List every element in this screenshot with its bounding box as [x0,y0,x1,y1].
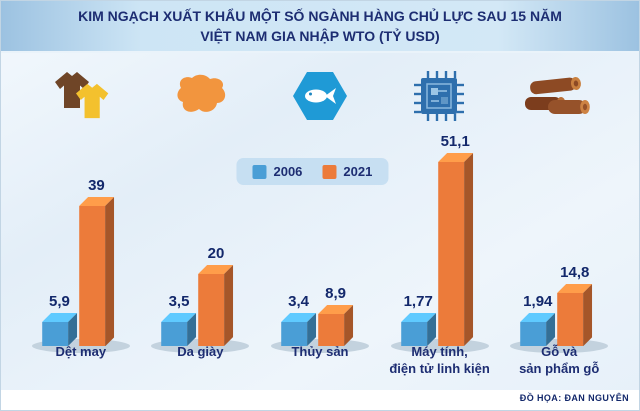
value-label: 51,1 [440,133,470,151]
bar-wrap: 3,4 [281,293,317,346]
credit-text: ĐỒ HỌA: ĐAN NGUYÊN [519,393,629,403]
chart: 5,9 39 Dệt may 3,5 20 Da giày 3,4 8,9 Thủy sản 1,… [21,119,619,386]
bars: 3,5 20 [161,245,234,346]
bar-group: 5,9 39 Dệt may [21,119,141,386]
bar-group: 1,94 14,8 Gỗ và sản phẩm gỗ [499,119,619,386]
bar-wrap: 14,8 [557,263,593,346]
value-label: 14,8 [560,263,590,281]
bar-wrap: 1,77 [400,293,436,346]
bar [161,313,197,346]
value-label: 5,9 [48,293,70,310]
title-line-2: VIỆT NAM GIA NHẬP WTO (TỶ USD) [200,27,440,44]
bar-wrap: 51,1 [437,133,473,346]
value-label: 1,94 [523,293,553,310]
bar-group: 3,4 8,9 Thủy sản [260,119,380,386]
clothing-icon [27,61,139,131]
value-label: 20 [207,245,225,262]
legend-item-2006: 2006 [252,164,302,179]
bar-wrap: 1,94 [520,293,556,346]
bar [318,304,354,346]
legend-label-2006: 2006 [273,164,303,179]
legend: 2006 2021 [236,158,389,185]
bar-group: 1,77 51,1 Máy tính, điện tử linh kiện [380,119,500,386]
bars: 1,77 51,1 [400,133,473,346]
leather-icon [146,61,258,131]
bar [400,313,436,346]
legend-swatch-2006 [252,164,267,179]
bar [78,196,114,346]
value-label: 1,77 [403,293,433,310]
legend-label-2021: 2021 [343,164,373,179]
bar [198,265,234,346]
bar-wrap: 39 [78,176,114,346]
legend-item-2021: 2021 [322,164,372,179]
category-label: Thủy sản [291,344,349,359]
value-label: 8,9 [325,284,347,302]
title-line-1: KIM NGẠCH XUẤT KHẨU MỘT SỐ NGÀNH HÀNG CH… [78,8,562,24]
bar-group: 3,5 20 Da giày [141,119,261,386]
bar-wrap: 5,9 [41,293,77,346]
category-label: Gỗ và sản phẩm gỗ [519,344,600,376]
bar [557,283,593,346]
chip-icon [383,61,495,131]
category-label: Máy tính, điện tử linh kiện [389,344,490,376]
wood-icon [501,61,613,131]
legend-swatch-2021 [322,164,337,179]
bar-wrap: 20 [198,245,234,346]
page-title: KIM NGẠCH XUẤT KHẨU MỘT SỐ NGÀNH HÀNG CH… [1,1,639,54]
bar [437,153,473,346]
bar [281,313,317,346]
bars: 3,4 8,9 [281,284,354,346]
bars: 1,94 14,8 [520,263,593,346]
bars: 5,9 39 [41,176,114,346]
bar-wrap: 8,9 [318,284,354,346]
category-icons-row [1,53,639,131]
bar [520,313,556,346]
value-label: 3,5 [168,293,190,310]
category-label: Da giày [177,344,224,359]
fish-icon [264,61,376,131]
category-label: Dệt may [55,344,107,359]
footer-strip: ĐỒ HỌA: ĐAN NGUYÊN [1,390,639,410]
bar [41,313,77,346]
value-label: 39 [88,176,105,194]
bar-wrap: 3,5 [161,293,197,346]
value-label: 3,4 [288,293,310,310]
